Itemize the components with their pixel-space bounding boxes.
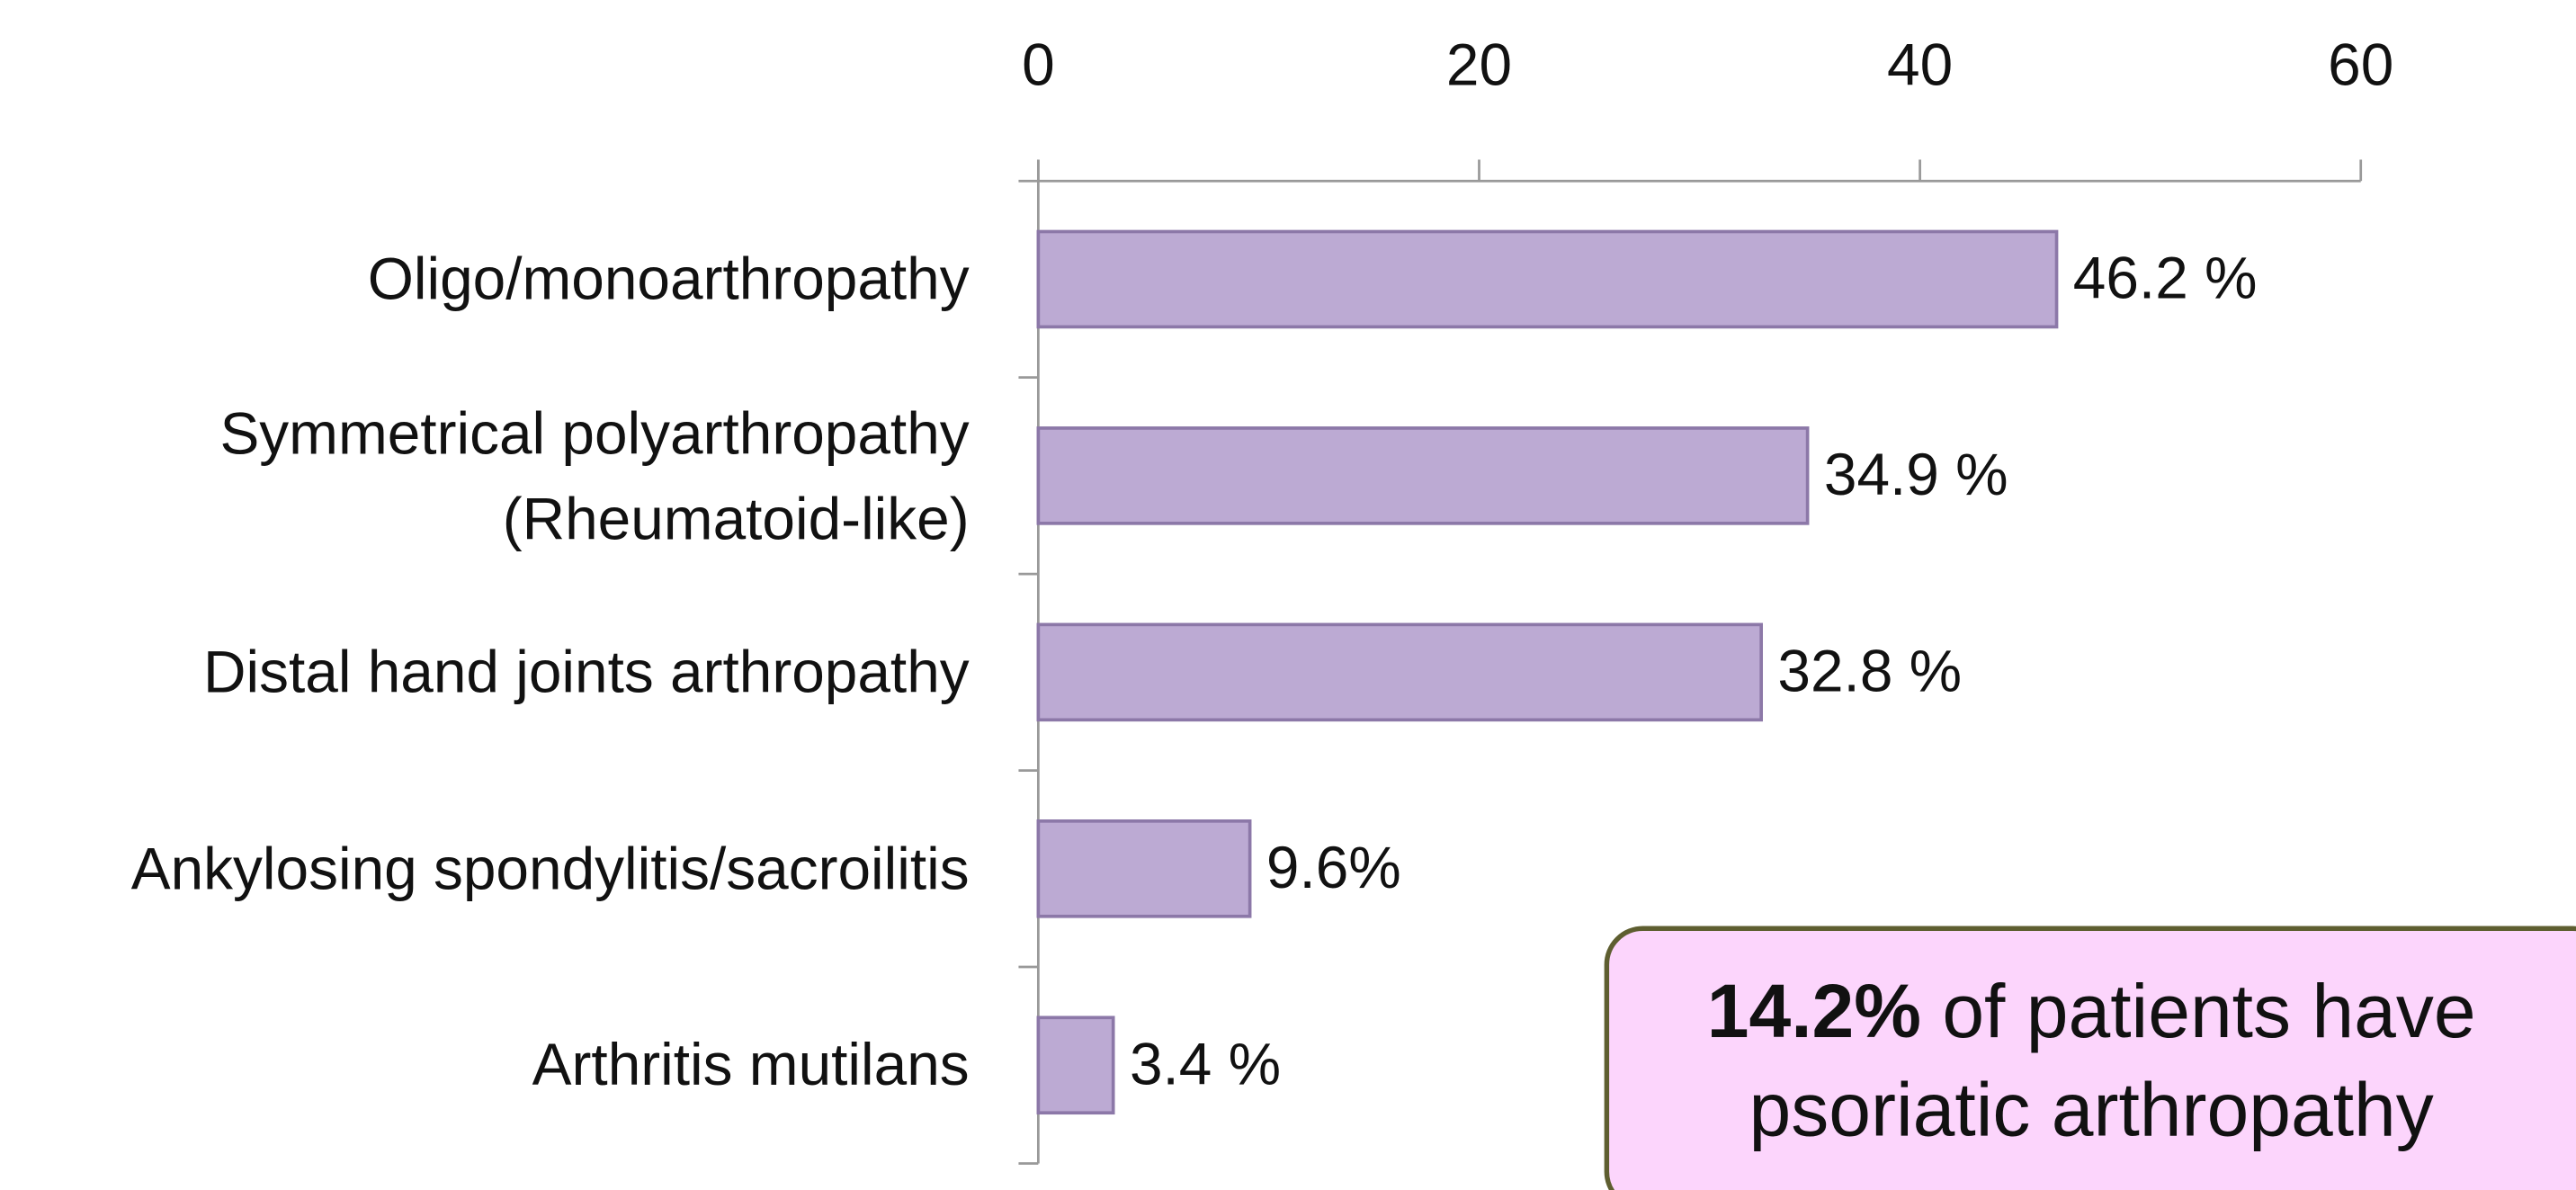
bar bbox=[1036, 622, 1763, 722]
bar bbox=[1036, 426, 1810, 525]
annotation-highlight: 14.2% bbox=[1706, 967, 1921, 1053]
category-label-holder: Distal hand joints arthropathy bbox=[203, 638, 970, 706]
annotation-holder: 14.2% of patients have psoriatic arthrop… bbox=[1606, 928, 2576, 1189]
annotation-text: of patients have psoriatic arthropathy bbox=[1749, 967, 2476, 1151]
category-label: Arthritis mutilans bbox=[532, 1031, 970, 1099]
x-tick-label: 0 bbox=[1022, 31, 1055, 97]
value-label: 46.2 % bbox=[2073, 244, 2258, 310]
x-tick-label: 20 bbox=[1446, 31, 1512, 97]
x-tick-label: 40 bbox=[1887, 31, 1953, 97]
category-label-holder: Ankylosing spondylitis/sacroilitis bbox=[130, 834, 970, 902]
category-label: Symmetrical polyarthropathy (Rheumatoid-… bbox=[219, 398, 970, 552]
category-label: Oligo/monoarthropathy bbox=[367, 245, 970, 313]
value-label: 34.9 % bbox=[1824, 441, 2008, 507]
category-label-holder: Arthritis mutilans bbox=[532, 1031, 970, 1099]
value-label: 9.6% bbox=[1266, 834, 1401, 900]
bar bbox=[1036, 229, 2059, 329]
category-label-holder: Oligo/monoarthropathy bbox=[367, 245, 970, 313]
annotation-text-wrap: 14.2% of patients have psoriatic arthrop… bbox=[1606, 961, 2576, 1158]
value-label: 3.4 % bbox=[1130, 1030, 1281, 1096]
x-tick-label: 60 bbox=[2328, 31, 2393, 97]
bar bbox=[1036, 819, 1252, 918]
category-label: Distal hand joints arthropathy bbox=[203, 638, 970, 706]
annotation-box bbox=[1604, 926, 2576, 1190]
category-label: Ankylosing spondylitis/sacroilitis bbox=[130, 834, 970, 902]
bar bbox=[1036, 1016, 1115, 1115]
value-label: 32.8 % bbox=[1777, 637, 1962, 703]
category-label-holder: Symmetrical polyarthropathy (Rheumatoid-… bbox=[219, 398, 970, 552]
annotation: 14.2% of patients have psoriatic arthrop… bbox=[1606, 928, 2576, 1189]
